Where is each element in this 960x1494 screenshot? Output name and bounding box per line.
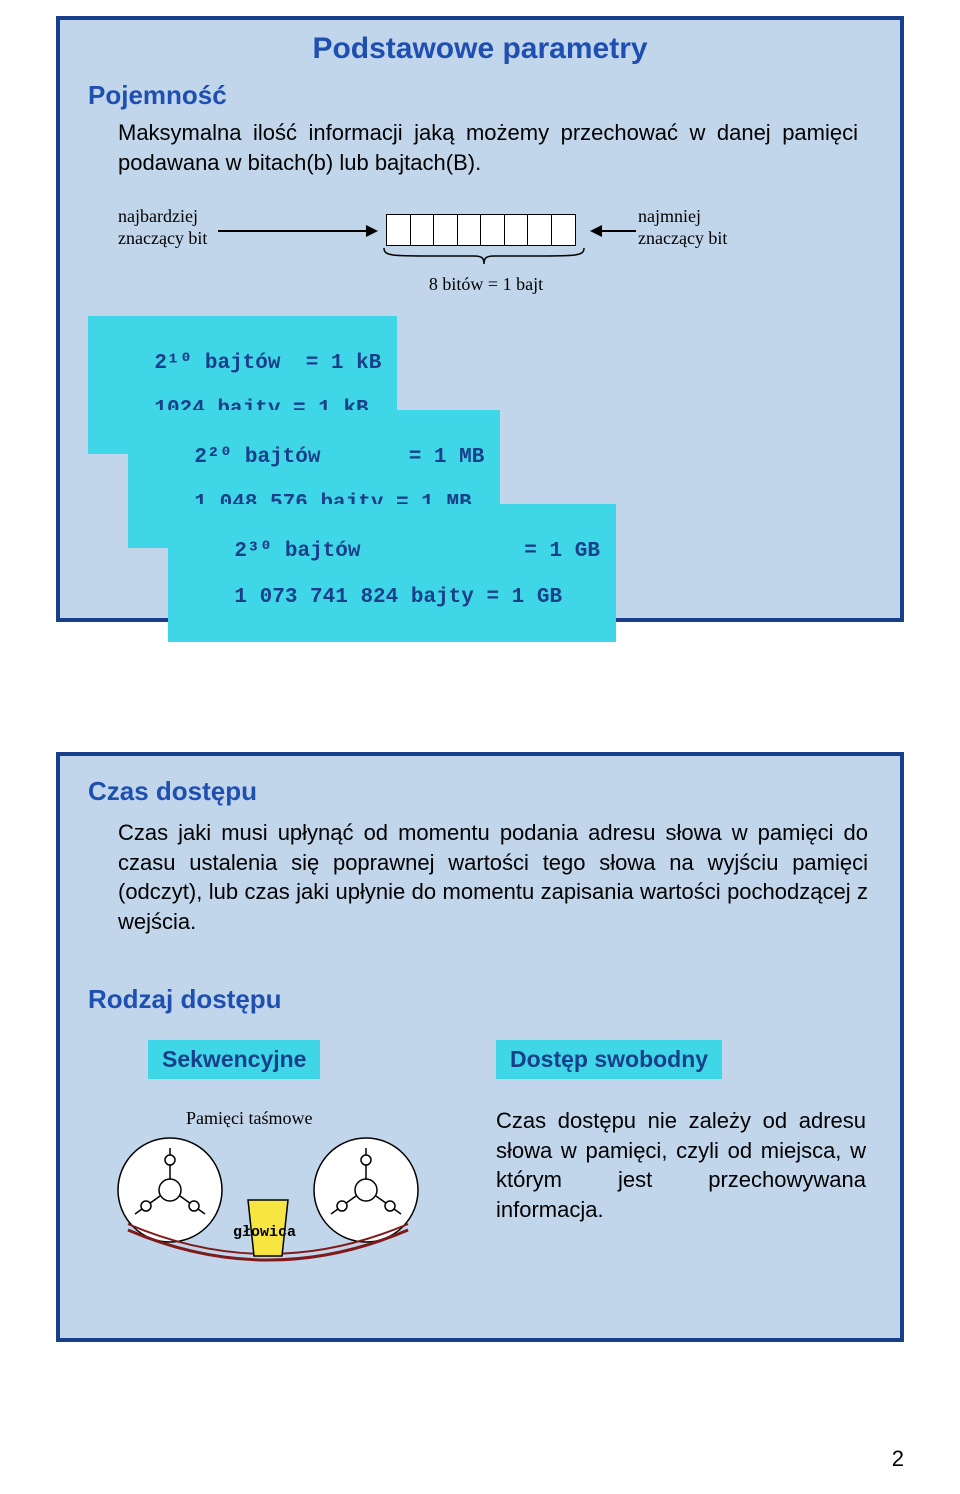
panel2-subtitle: Rodzaj dostępu: [88, 984, 282, 1015]
arrow-msb-head: [366, 225, 378, 237]
gb-box: 2³⁰ bajtów = 1 GB 1 073 741 824 bajty = …: [168, 504, 616, 642]
panel2-body: Czas jaki musi upłynąć od momentu podani…: [118, 818, 868, 937]
kb-l1: 2¹⁰ bajtów = 1 kB: [154, 352, 381, 375]
tape-diagram: [98, 1130, 438, 1270]
random-body: Czas dostępu nie zależy od adresu słowa …: [496, 1106, 866, 1225]
msb-label: najbardziej znaczący bit: [118, 206, 207, 249]
sequential-label: Sekwencyjne: [148, 1040, 320, 1079]
head-label: głowica: [233, 1224, 296, 1242]
arrow-lsb: [600, 230, 636, 232]
panel-parameters: Podstawowe parametry Pojemność Maksymaln…: [56, 16, 904, 622]
bit-cell: [386, 214, 411, 246]
panel-access: Czas dostępu Czas jaki musi upłynąć od m…: [56, 752, 904, 1342]
brace-icon: [382, 246, 586, 266]
tape-label: Pamięci taśmowe: [186, 1108, 312, 1130]
bit-cell: [527, 214, 552, 246]
bit-cell: [457, 214, 482, 246]
panel2-title: Czas dostępu: [88, 776, 257, 807]
bit-boxes: [386, 214, 576, 246]
gb-l2: 1 073 741 824 bajty = 1 GB: [234, 586, 562, 609]
mb-l1: 2²⁰ bajtów = 1 MB: [194, 446, 484, 469]
bit-cell: [504, 214, 529, 246]
byte-label: 8 bitów = 1 bajt: [386, 274, 586, 296]
panel1-subtitle: Pojemność: [88, 80, 227, 111]
gb-l1: 2³⁰ bajtów = 1 GB: [234, 540, 600, 563]
bit-cell: [480, 214, 505, 246]
panel1-body: Maksymalna ilość informacji jaką możemy …: [118, 118, 858, 177]
panel1-title: Podstawowe parametry: [58, 32, 902, 66]
arrow-msb: [218, 230, 368, 232]
random-label: Dostęp swobodny: [496, 1040, 722, 1079]
bit-cell: [551, 214, 576, 246]
arrow-lsb-head: [590, 225, 602, 237]
page-number: 2: [892, 1446, 904, 1472]
bit-cell: [433, 214, 458, 246]
lsb-label: najmniej znaczący bit: [638, 206, 727, 249]
bit-cell: [410, 214, 435, 246]
